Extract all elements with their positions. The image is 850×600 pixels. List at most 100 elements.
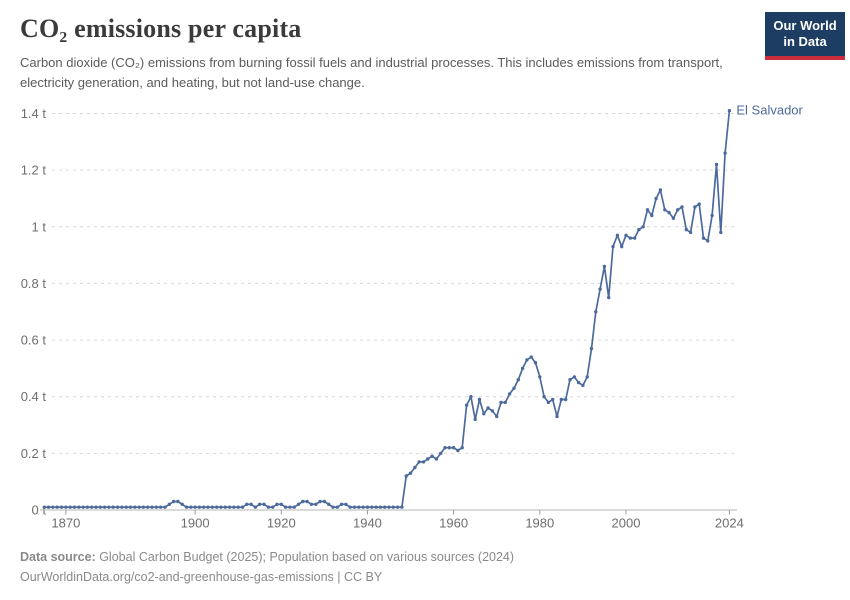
data-point[interactable]	[253, 505, 258, 509]
data-point[interactable]	[413, 465, 417, 470]
data-point[interactable]	[439, 451, 443, 456]
data-point[interactable]	[206, 505, 210, 509]
data-point[interactable]	[141, 505, 146, 509]
data-point[interactable]	[378, 505, 383, 509]
data-point[interactable]	[77, 505, 81, 509]
data-point[interactable]	[658, 188, 663, 192]
data-point[interactable]	[357, 505, 361, 509]
data-point[interactable]	[120, 505, 124, 509]
data-point[interactable]	[202, 505, 206, 509]
data-point[interactable]	[395, 505, 400, 509]
data-point[interactable]	[469, 395, 473, 399]
data-point[interactable]	[81, 505, 85, 509]
data-point[interactable]	[374, 505, 378, 509]
data-point[interactable]	[602, 264, 607, 269]
data-point[interactable]	[430, 454, 434, 458]
data-point[interactable]	[107, 505, 111, 509]
data-point[interactable]	[128, 505, 133, 509]
data-point[interactable]	[232, 505, 236, 509]
data-point[interactable]	[512, 386, 516, 390]
data-point[interactable]	[215, 505, 219, 509]
data-point[interactable]	[236, 505, 240, 509]
data-point[interactable]	[503, 400, 507, 405]
data-point[interactable]	[585, 375, 589, 379]
owid-logo[interactable]: Our World in Data	[765, 12, 845, 60]
data-point[interactable]	[279, 502, 283, 506]
data-point[interactable]	[64, 505, 68, 509]
data-point[interactable]	[146, 505, 150, 509]
data-point[interactable]	[171, 499, 176, 504]
data-point[interactable]	[180, 502, 184, 506]
data-point[interactable]	[727, 109, 732, 113]
data-point[interactable]	[193, 505, 197, 509]
data-point[interactable]	[456, 448, 460, 453]
data-point[interactable]	[538, 375, 542, 379]
data-point[interactable]	[94, 505, 98, 509]
data-point[interactable]	[55, 505, 59, 509]
data-point[interactable]	[559, 397, 563, 402]
data-point[interactable]	[641, 225, 645, 229]
data-point[interactable]	[314, 502, 318, 506]
data-point[interactable]	[693, 205, 697, 209]
data-point[interactable]	[137, 505, 141, 509]
data-point[interactable]	[520, 366, 525, 371]
data-point[interactable]	[598, 287, 602, 291]
data-point[interactable]	[654, 196, 658, 201]
data-point[interactable]	[684, 227, 688, 232]
data-point[interactable]	[262, 502, 266, 506]
data-point[interactable]	[697, 202, 701, 206]
data-point[interactable]	[611, 244, 615, 249]
data-point[interactable]	[564, 397, 568, 402]
data-point[interactable]	[124, 505, 128, 509]
data-point[interactable]	[348, 505, 352, 509]
data-point[interactable]	[383, 505, 387, 509]
data-point[interactable]	[387, 505, 391, 509]
data-point[interactable]	[210, 505, 214, 509]
data-point[interactable]	[223, 505, 227, 509]
data-point[interactable]	[645, 208, 650, 212]
data-point[interactable]	[719, 230, 723, 235]
data-point[interactable]	[258, 502, 262, 506]
data-point[interactable]	[723, 151, 727, 155]
data-point[interactable]	[301, 499, 305, 504]
data-point[interactable]	[404, 474, 408, 478]
data-point[interactable]	[701, 236, 706, 240]
data-point[interactable]	[607, 295, 611, 300]
data-point[interactable]	[499, 400, 503, 405]
data-point[interactable]	[335, 505, 339, 509]
data-point[interactable]	[309, 502, 314, 506]
data-point[interactable]	[568, 378, 572, 382]
data-point[interactable]	[473, 417, 477, 422]
data-point[interactable]	[637, 227, 641, 232]
data-point[interactable]	[714, 162, 719, 167]
data-point[interactable]	[352, 505, 357, 509]
data-point[interactable]	[529, 355, 533, 359]
data-point[interactable]	[650, 213, 654, 218]
data-point[interactable]	[680, 205, 684, 209]
data-point[interactable]	[421, 460, 426, 464]
data-point[interactable]	[551, 397, 555, 402]
data-point[interactable]	[344, 502, 348, 506]
data-point[interactable]	[240, 505, 245, 509]
data-point[interactable]	[266, 505, 271, 509]
data-point[interactable]	[671, 216, 676, 220]
data-point[interactable]	[154, 505, 158, 509]
data-point[interactable]	[464, 403, 469, 407]
data-point[interactable]	[581, 383, 585, 388]
data-point[interactable]	[426, 457, 430, 461]
data-point[interactable]	[111, 505, 115, 509]
data-point[interactable]	[331, 505, 335, 509]
data-point[interactable]	[292, 505, 296, 509]
data-point[interactable]	[710, 213, 714, 218]
data-point[interactable]	[486, 406, 490, 410]
data-point[interactable]	[477, 397, 482, 402]
data-point[interactable]	[167, 502, 171, 506]
data-point[interactable]	[133, 505, 137, 509]
data-point[interactable]	[59, 505, 64, 509]
data-point[interactable]	[90, 505, 94, 509]
data-point[interactable]	[288, 505, 292, 509]
data-point[interactable]	[322, 499, 327, 504]
data-point[interactable]	[115, 505, 120, 509]
data-point[interactable]	[594, 310, 598, 314]
